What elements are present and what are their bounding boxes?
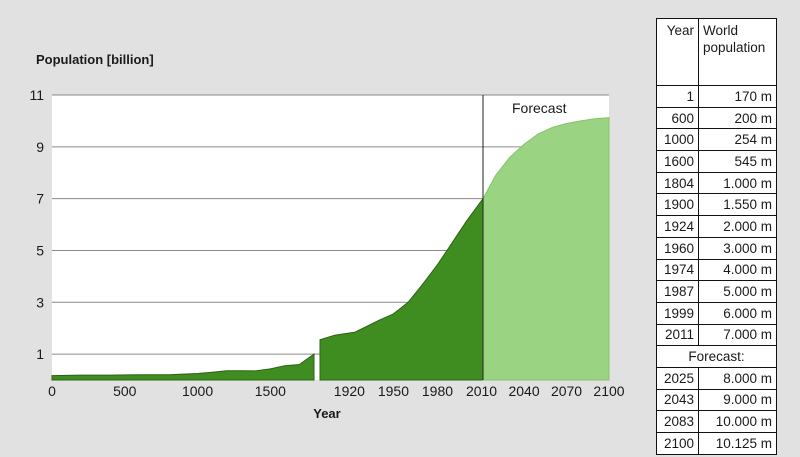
- cell-year: 1: [656, 85, 699, 108]
- y-tick-label: 7: [36, 191, 44, 207]
- cell-year: 2025: [656, 366, 699, 390]
- cell-year: 2083: [656, 410, 699, 433]
- cell-population: 170 m: [698, 85, 777, 108]
- table-row: 1 170 m: [656, 85, 777, 108]
- table-row-forecast: 2100 10.125 m: [656, 432, 777, 455]
- table-row: 1600 545 m: [656, 150, 777, 173]
- y-tick-label: 5: [36, 242, 44, 258]
- table-row-forecast: 2025 8.000 m: [656, 366, 777, 390]
- table-row: 1900 1.550 m: [656, 193, 777, 217]
- cell-year: 1600: [656, 150, 699, 173]
- x-tick-label: 2010: [466, 383, 497, 399]
- cell-year: 600: [656, 106, 699, 130]
- y-tick-label: 11: [29, 87, 44, 103]
- cell-year: 1900: [656, 193, 699, 217]
- cell-year: 1987: [656, 280, 699, 303]
- cell-population: 1.550 m: [698, 193, 777, 217]
- cell-year: 1000: [656, 128, 699, 152]
- table-row-forecast: 2083 10.000 m: [656, 410, 777, 433]
- x-tick-label: 500: [113, 383, 137, 399]
- table-row: 1960 3.000 m: [656, 236, 777, 260]
- cell-population: 200 m: [698, 106, 777, 130]
- table-row: 1999 6.000 m: [656, 301, 777, 325]
- cell-population: 5.000 m: [698, 280, 777, 303]
- cell-population: 9.000 m: [698, 388, 777, 412]
- table-header-row: Year World population: [656, 18, 777, 86]
- forecast-label: Forecast: [512, 100, 567, 116]
- x-tick-labels: 0 500 1000 1500 1920 1950 1980 2010 2040 2070 2100: [48, 383, 625, 399]
- cell-year: 1804: [656, 171, 699, 195]
- forecast-section-row: Forecast:: [656, 345, 777, 368]
- table-row: 1924 2.000 m: [656, 215, 777, 238]
- table-row: 1987 5.000 m: [656, 280, 777, 303]
- cell-population: 7.000 m: [698, 323, 777, 347]
- table-row: 600 200 m: [656, 106, 777, 130]
- x-axis-title: Year: [313, 406, 340, 421]
- x-tick-label: 1500: [255, 383, 286, 399]
- cell-population: 6.000 m: [698, 301, 777, 325]
- x-tick-label: 0: [48, 383, 56, 399]
- y-tick-label: 3: [36, 294, 44, 310]
- y-tick-labels: 1 3 5 7 9 11: [29, 87, 44, 362]
- series-area-1: [51, 353, 315, 381]
- cell-year: 2011: [656, 323, 699, 347]
- cell-population: 254 m: [698, 128, 777, 152]
- cell-year: 1999: [656, 301, 699, 325]
- population-chart: Population [billion] 1 3 5 7 9 11 Forecast 0 5…: [29, 52, 625, 421]
- cell-year: 1960: [656, 236, 699, 260]
- y-tick-label: 9: [36, 139, 44, 155]
- cell-population: 4.000 m: [698, 258, 777, 282]
- grid-lines: [52, 94, 609, 355]
- series-area-2: [319, 197, 484, 381]
- series-areas: [51, 117, 610, 381]
- header-year: Year: [656, 18, 699, 86]
- cell-population: 8.000 m: [698, 366, 777, 390]
- cell-year: 1974: [656, 258, 699, 282]
- y-tick-label: 1: [36, 346, 44, 362]
- cell-year: 2100: [656, 432, 699, 455]
- cell-population: 1.000 m: [698, 171, 777, 195]
- cell-year: 1924: [656, 215, 699, 238]
- cell-population: 10.125 m: [698, 432, 777, 455]
- x-tick-label: 2100: [593, 383, 624, 399]
- table-row-forecast: 2043 9.000 m: [656, 388, 777, 412]
- table-row: 1804 1.000 m: [656, 171, 777, 195]
- cell-year: 2043: [656, 388, 699, 412]
- x-tick-label: 1950: [378, 383, 409, 399]
- x-tick-label: 1980: [422, 383, 453, 399]
- x-tick-label: 2070: [551, 383, 582, 399]
- x-tick-label: 1920: [334, 383, 365, 399]
- x-tick-label: 2040: [508, 383, 539, 399]
- table-row: 2011 7.000 m: [656, 323, 777, 347]
- cell-population: 545 m: [698, 150, 777, 173]
- table-row: 1000 254 m: [656, 128, 777, 152]
- series-area-3: [482, 117, 610, 381]
- y-axis-title: Population [billion]: [36, 52, 154, 67]
- header-population: World population: [698, 18, 777, 86]
- cell-population: 3.000 m: [698, 236, 777, 260]
- table-row: 1974 4.000 m: [656, 258, 777, 282]
- cell-population: 2.000 m: [698, 215, 777, 238]
- x-tick-label: 1000: [182, 383, 213, 399]
- cell-population: 10.000 m: [698, 410, 777, 433]
- population-table: Year World population 1 170 m 600 200 m 1000…: [656, 18, 777, 455]
- forecast-heading: Forecast:: [656, 345, 777, 368]
